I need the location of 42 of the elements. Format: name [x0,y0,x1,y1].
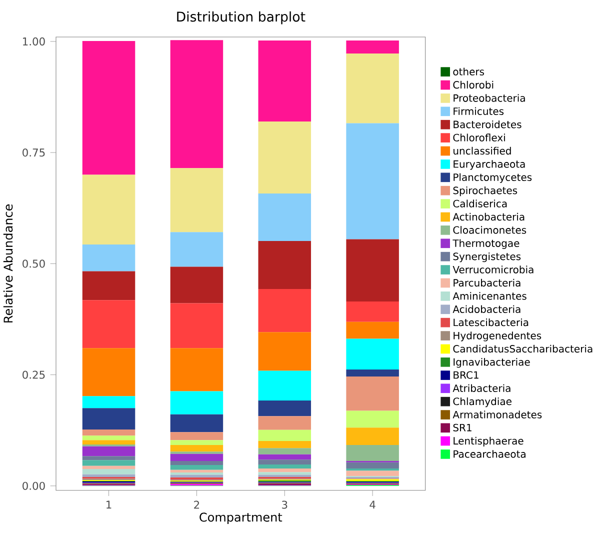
legend-label: Spirochaetes [453,186,518,196]
x-tick-label: 3 [282,500,288,509]
y-tick-label: 0.25 [22,370,45,379]
y-tick-label: 0.50 [22,260,45,268]
legend-label: Atribacteria [452,384,510,392]
x-tick-label: 4 [370,500,376,509]
legend-label: Parcubacteria [454,278,520,287]
x-axis-title: Compartment [200,512,282,524]
legend-label: Euryarchaeota [454,160,525,170]
y-tick-label: 1.00 [23,37,45,46]
legend-label: others [453,68,484,76]
legend-label: Chlorobi [453,80,494,89]
legend-label: Actinobacteria [452,212,524,221]
y-axis-title: Relative Abundance [3,204,13,322]
legend-label: Chlamydiae [453,397,512,408]
legend-label: BRC1 [454,371,478,379]
legend-label: Cloacimonetes [453,226,526,234]
legend-label: Ignavibacteriae [454,358,530,368]
legend-label: Verrucomicrobia [452,266,534,274]
x-tick-label: 2 [194,500,200,509]
legend-label: Lentisphaerae [454,436,524,447]
legend-label: Chloroflexi [453,134,505,142]
chart-title: Distribution barplot [177,11,306,24]
legend-label: Latescibacteria [454,318,528,326]
legend-label: Synergistetes [453,252,521,262]
legend-label: CandidatusSaccharibacteria [453,344,592,353]
legend-label: unclassified [454,146,511,155]
y-tick-label: 0.75 [22,148,45,157]
legend-label: Proteobacteria [454,94,525,102]
legend-label: Firmicutes [454,107,504,116]
x-tick-label: 1 [106,500,112,509]
legend-label: Bacteroidetes [454,120,522,128]
legend-label: Thermotogae [452,239,520,249]
legend-label: Hydrogenedentes [454,332,542,342]
legend-label: SR1 [453,424,472,432]
legend-label: Planctomycetes [454,173,532,183]
legend-label: Aminicenantes [452,292,526,300]
legend-label: Armatimonadetes [452,410,542,418]
y-tick-label: 0.00 [22,482,45,490]
legend-label: Acidobacteria [452,305,520,313]
legend-label: Caldiserica [453,200,507,208]
legend-label: Pacearchaeota [454,450,526,458]
